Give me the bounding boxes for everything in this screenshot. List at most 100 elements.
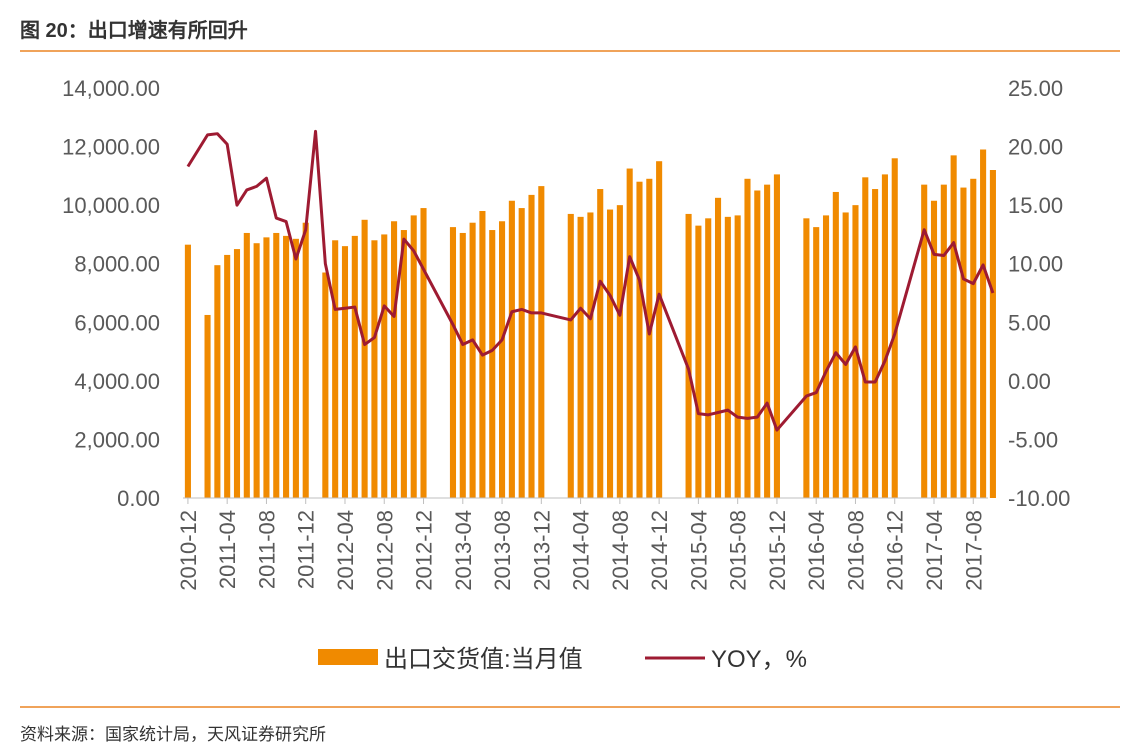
bar — [332, 240, 339, 499]
bar — [528, 194, 535, 498]
bar — [567, 213, 574, 498]
bar — [489, 230, 496, 499]
y-left-tick-label: 2,000.00 — [74, 427, 160, 452]
bar — [469, 222, 476, 498]
bar — [459, 232, 466, 498]
yoy-line — [186, 129, 995, 432]
x-tick-label: 2017-04 — [922, 510, 947, 591]
bar — [233, 249, 241, 498]
x-tick-label: 2011-08 — [254, 510, 279, 589]
bar-series — [184, 149, 996, 499]
y-left-tick-label: 10,000.00 — [62, 193, 160, 218]
y-left-tick-label: 4,000.00 — [74, 369, 160, 394]
bar — [656, 161, 663, 498]
x-tick-label: 2014-12 — [647, 510, 672, 591]
footer-divider — [20, 706, 1120, 708]
bar — [734, 215, 741, 498]
bar — [292, 238, 299, 498]
bar — [989, 170, 996, 498]
bar — [449, 227, 457, 499]
bar — [538, 186, 545, 499]
x-axis-ticks: 2010-12 2011-04 2011-08 2011-12 2012-04 2012-… — [176, 498, 986, 591]
bar — [646, 178, 653, 499]
x-tick-label: 2014-08 — [608, 510, 633, 591]
bar — [214, 265, 221, 498]
bar — [371, 240, 378, 499]
bar — [970, 178, 977, 499]
bar — [695, 225, 702, 498]
bar — [636, 181, 643, 498]
bar — [813, 227, 820, 499]
x-tick-label: 2013-12 — [529, 510, 554, 591]
bar — [341, 246, 349, 498]
x-tick-label: 2012-04 — [333, 510, 358, 591]
bar — [273, 232, 280, 498]
bar — [587, 212, 594, 498]
bar — [224, 254, 231, 498]
y-right-tick-label: 5.00 — [1008, 310, 1051, 335]
x-tick-label: 2012-08 — [372, 510, 397, 591]
y-left-tick-label: 12,000.00 — [62, 135, 160, 160]
bar — [921, 184, 928, 498]
y-left-tick-label: 14,000.00 — [62, 76, 160, 101]
bar — [607, 209, 614, 499]
bar — [391, 221, 398, 498]
bar — [940, 184, 947, 498]
right-y-axis-ticks: -10.00 -5.00 0.00 5.00 10.00 15.00 20.00 25.00 — [1008, 76, 1070, 511]
bar — [616, 205, 623, 498]
y-right-tick-label: 10.00 — [1008, 252, 1063, 277]
bar — [420, 208, 427, 498]
bar — [980, 149, 987, 498]
source-note: 资料来源：国家统计局，天风证券研究所 — [20, 725, 326, 744]
x-tick-label: 2014-04 — [569, 510, 594, 591]
bar — [410, 215, 417, 498]
bar — [872, 189, 879, 499]
left-y-axis-ticks: 0.00 2,000.00 4,000.00 6,000.00 8,000.00 10,0… — [62, 76, 160, 511]
y-right-tick-label: -5.00 — [1008, 427, 1058, 452]
bar — [381, 234, 388, 498]
bar — [518, 208, 525, 498]
bar — [891, 158, 898, 499]
bar — [773, 174, 780, 498]
bar — [822, 215, 830, 498]
bar — [754, 190, 761, 498]
bar — [832, 191, 839, 498]
legend: 出口交货值:当月值 YOY，% — [318, 646, 807, 673]
x-tick-label: 2017-08 — [961, 510, 986, 591]
legend-line-label: YOY，% — [711, 646, 807, 673]
bar — [499, 221, 506, 498]
bar — [626, 168, 633, 499]
legend-bar-swatch — [318, 649, 378, 665]
figure-title: 图 20：出口增速有所回升 — [20, 20, 248, 42]
x-tick-label: 2010-12 — [176, 510, 201, 591]
bar — [881, 174, 888, 498]
bar — [204, 314, 211, 498]
bar — [283, 235, 290, 498]
x-tick-label: 2015-12 — [765, 510, 790, 591]
y-right-tick-label: 25.00 — [1008, 76, 1063, 101]
x-tick-label: 2015-08 — [726, 510, 751, 591]
y-right-tick-label: -10.00 — [1008, 486, 1070, 511]
bar — [714, 197, 722, 498]
x-tick-label: 2016-08 — [843, 510, 868, 591]
bar — [724, 216, 731, 499]
bar — [184, 244, 191, 498]
bar — [744, 178, 751, 499]
bar — [351, 235, 358, 498]
x-tick-label: 2011-04 — [215, 510, 240, 589]
bar — [243, 232, 250, 498]
bar — [764, 184, 771, 498]
x-tick-label: 2013-08 — [490, 510, 515, 591]
title-divider — [20, 50, 1120, 52]
legend-bar-label: 出口交货值:当月值 — [384, 646, 583, 673]
y-left-tick-label: 8,000.00 — [74, 252, 160, 277]
y-right-tick-label: 20.00 — [1008, 135, 1063, 160]
bar — [577, 216, 584, 499]
x-tick-label: 2015-04 — [686, 510, 711, 591]
y-left-tick-label: 0.00 — [117, 486, 160, 511]
bar — [685, 213, 692, 498]
bar-line-chart: 0.00 2,000.00 4,000.00 6,000.00 8,000.00 10,0… — [62, 76, 1070, 673]
x-tick-label: 2016-04 — [804, 510, 829, 591]
bar — [842, 212, 849, 498]
bar — [322, 272, 329, 498]
